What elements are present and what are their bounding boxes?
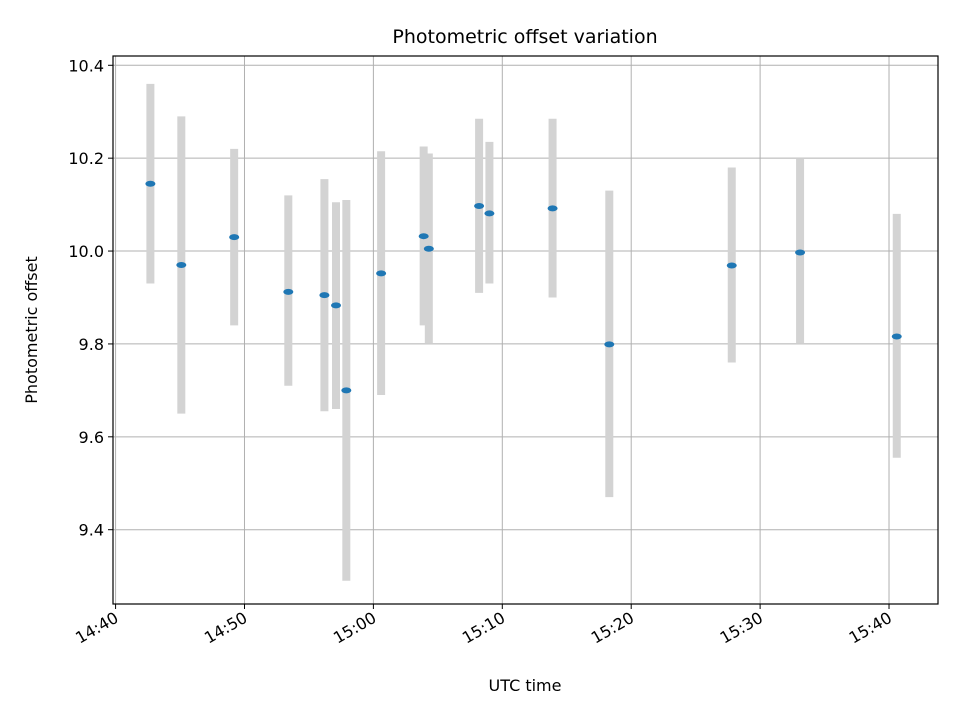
data-point [176, 261, 187, 268]
data-point [547, 205, 558, 212]
y-tick-label: 10.0 [68, 242, 104, 261]
plot-area-frame [112, 55, 939, 605]
data-point [331, 302, 342, 309]
y-axis-label: Photometric offset [22, 256, 41, 404]
y-tick-label: 9.8 [79, 335, 104, 354]
chart-title: Photometric offset variation [392, 26, 657, 48]
data-point [891, 333, 902, 340]
data-point [604, 341, 615, 348]
y-tick-label: 10.2 [68, 149, 104, 168]
data-point [145, 180, 156, 187]
data-point [474, 203, 485, 210]
data-point [341, 387, 352, 394]
y-tick-label: 10.4 [68, 56, 104, 75]
y-tick-label: 9.6 [79, 428, 104, 447]
data-point [423, 245, 434, 252]
data-point [795, 249, 806, 256]
data-point [229, 234, 240, 241]
data-point [418, 233, 429, 240]
y-tick-label: 9.4 [79, 521, 104, 540]
data-point [726, 262, 737, 269]
data-point [319, 292, 330, 299]
data-point [484, 210, 495, 217]
x-axis-label: UTC time [489, 676, 562, 695]
data-point [376, 270, 387, 277]
data-points [145, 180, 902, 394]
data-point [283, 288, 294, 295]
y-axis-ticks: 9.4 9.6 9.8 10.0 10.2 10.4 [68, 56, 113, 540]
